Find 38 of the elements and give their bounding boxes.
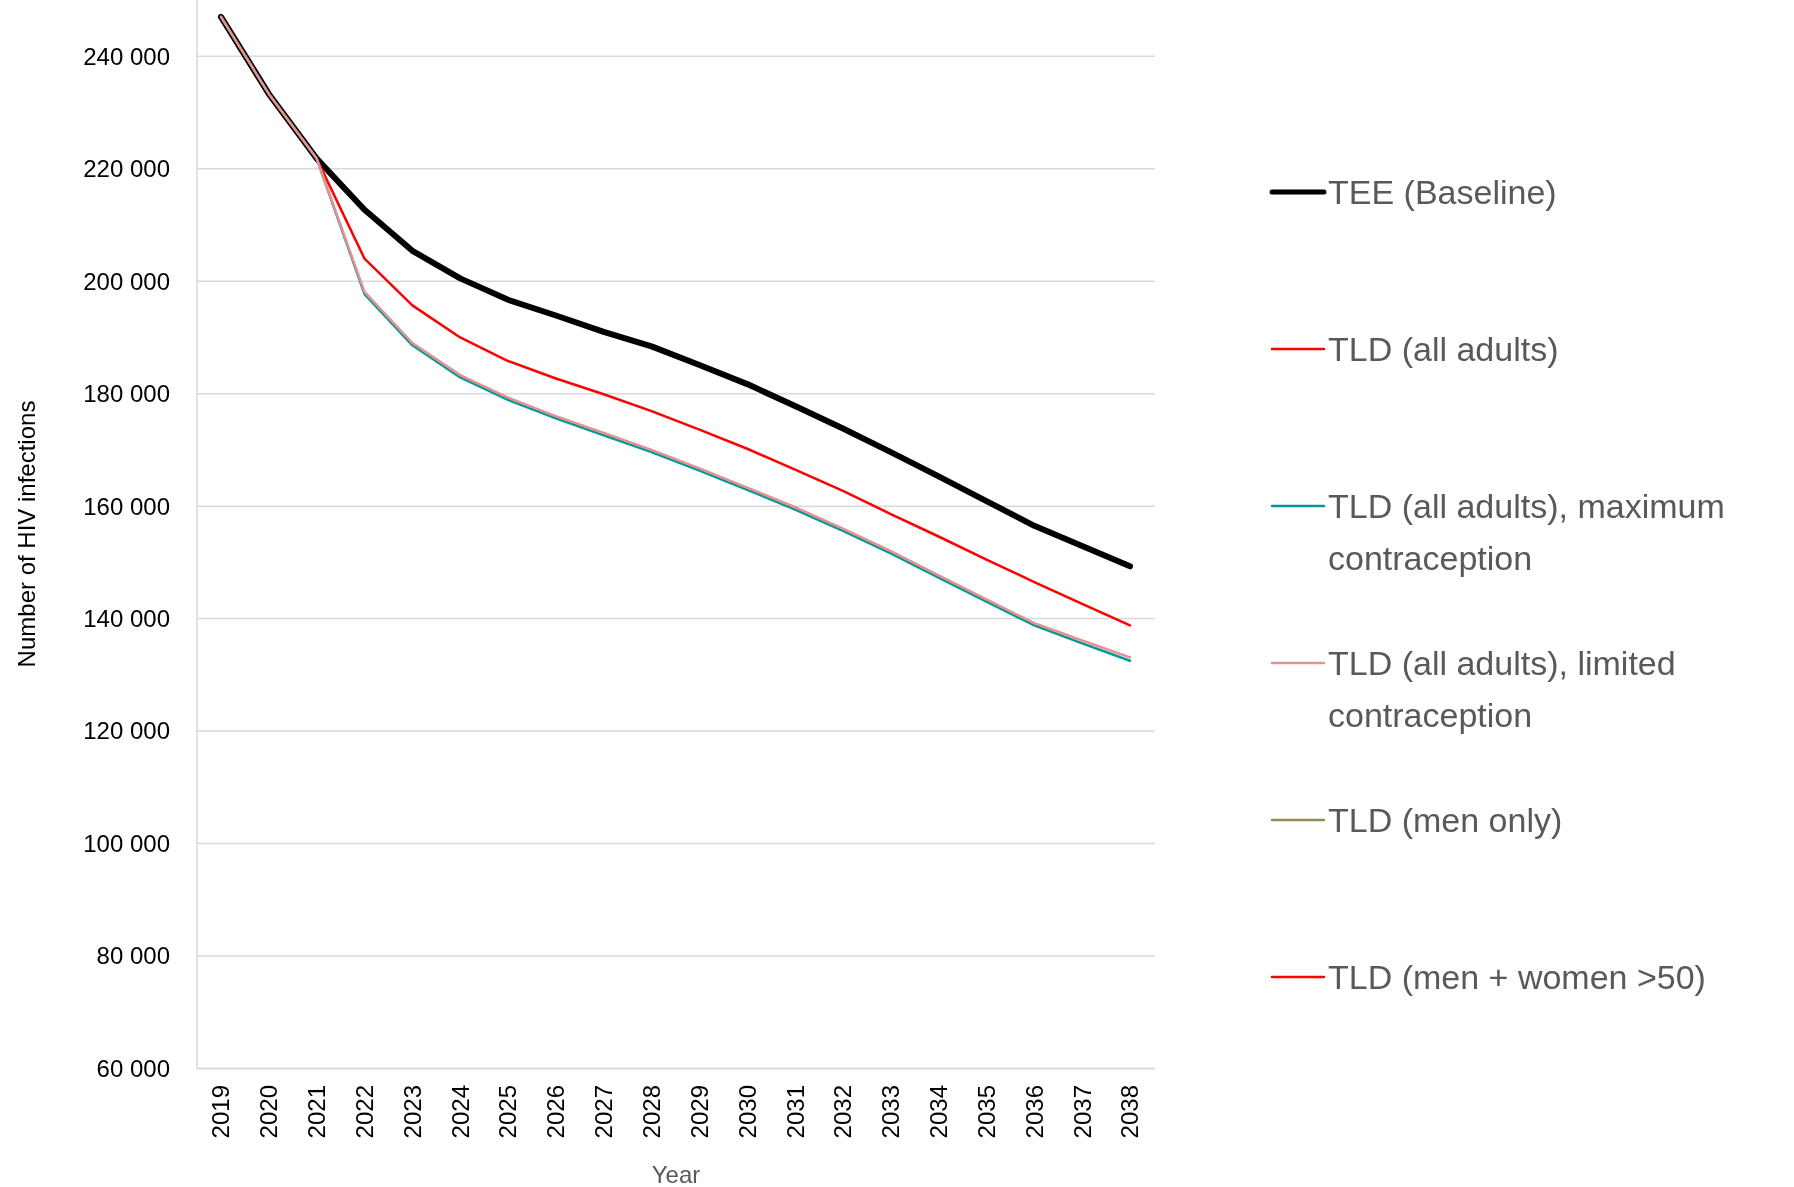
legend-label: TEE (Baseline)	[1328, 172, 1557, 211]
x-tick-label: 2027	[590, 1085, 618, 1139]
y-tick-label: 60 000	[96, 1054, 170, 1082]
x-tick-label: 2036	[1020, 1085, 1048, 1139]
y-tick-label: 240 000	[83, 42, 170, 70]
legend-label: TLD (all adults), maximum contraception	[1328, 486, 1725, 577]
x-tick-label: 2030	[733, 1085, 761, 1139]
legend-label: TLD (all adults)	[1328, 329, 1559, 368]
y-tick-label: 80 000	[96, 942, 170, 970]
x-tick-label: 2020	[255, 1085, 283, 1139]
y-axis-title: Number of HIV infections	[13, 400, 40, 668]
y-tick-label: 200 000	[83, 267, 170, 295]
x-tick-label: 2019	[207, 1085, 235, 1139]
x-tick-label: 2034	[925, 1085, 953, 1139]
x-tick-label: 2035	[972, 1085, 1000, 1139]
x-tick-label: 2022	[350, 1085, 378, 1139]
x-tick-label: 2029	[685, 1085, 713, 1139]
legend-label: TLD (men only)	[1328, 800, 1563, 839]
x-tick-label: 2023	[398, 1085, 426, 1139]
legend-label: TLD (all adults), limited contraception	[1328, 643, 1676, 734]
y-tick-label: 100 000	[83, 829, 170, 857]
x-tick-label: 2026	[542, 1085, 570, 1139]
x-tick-label: 2037	[1068, 1085, 1096, 1139]
x-tick-label: 2033	[877, 1085, 905, 1139]
x-tick-label: 2024	[446, 1085, 474, 1139]
x-tick-label: 2021	[303, 1085, 331, 1139]
x-tick-label: 2031	[781, 1085, 809, 1139]
x-axis-title: Year	[651, 1161, 701, 1187]
x-tick-label: 2032	[829, 1085, 857, 1139]
y-tick-label: 180 000	[83, 380, 170, 408]
y-tick-label: 160 000	[83, 492, 170, 520]
x-tick-label: 2028	[637, 1085, 665, 1139]
y-tick-label: 220 000	[83, 155, 170, 183]
y-tick-label: 120 000	[83, 717, 170, 745]
x-tick-label: 2025	[494, 1085, 522, 1139]
y-tick-label: 140 000	[83, 605, 170, 633]
legend-label: TLD (men + women >50)	[1328, 957, 1706, 996]
x-tick-label: 2038	[1116, 1085, 1144, 1139]
